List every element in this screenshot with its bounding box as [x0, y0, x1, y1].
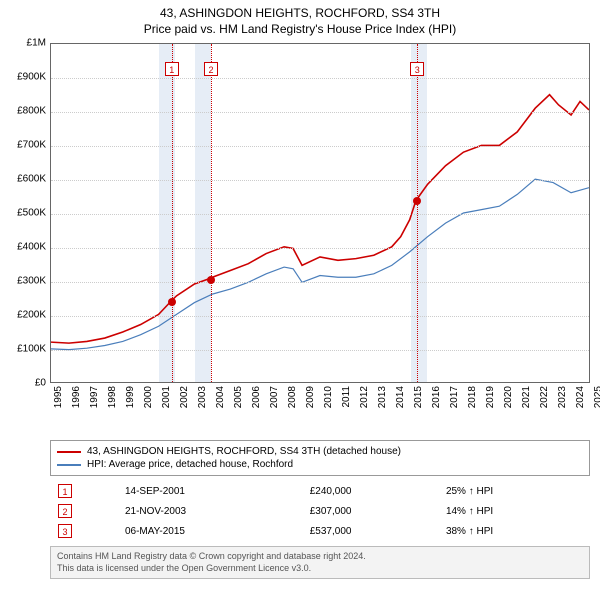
x-tick-label: 1995 [53, 386, 64, 408]
gridline [51, 78, 589, 79]
y-tick-label: £0 [2, 378, 46, 389]
x-tick-label: 2005 [233, 386, 244, 408]
x-tick-label: 2013 [377, 386, 388, 408]
y-tick-label: £600K [2, 174, 46, 185]
legend-item: 43, ASHINGDON HEIGHTS, ROCHFORD, SS4 3TH… [57, 445, 583, 458]
gridline [51, 146, 589, 147]
chart-title-block: 43, ASHINGDON HEIGHTS, ROCHFORD, SS4 3TH… [0, 0, 600, 38]
event-line [211, 44, 212, 382]
x-tick-label: 2018 [467, 386, 478, 408]
x-tick-label: 2011 [341, 386, 352, 408]
legend-label: 43, ASHINGDON HEIGHTS, ROCHFORD, SS4 3TH… [87, 446, 401, 457]
x-tick-label: 2021 [521, 386, 532, 408]
x-tick-label: 2006 [251, 386, 262, 408]
gridline [51, 316, 589, 317]
event-price: £240,000 [304, 482, 438, 500]
gridline [51, 248, 589, 249]
event-marker-icon: 2 [204, 62, 218, 76]
y-tick-label: £1M [2, 38, 46, 49]
event-marker-icon: 3 [58, 524, 72, 538]
y-tick-label: £100K [2, 344, 46, 355]
event-marker-icon: 1 [165, 62, 179, 76]
event-date: 14-SEP-2001 [119, 482, 302, 500]
gridline [51, 350, 589, 351]
x-tick-label: 2001 [161, 386, 172, 408]
y-tick-label: £700K [2, 140, 46, 151]
legend-swatch [57, 464, 81, 466]
event-marker-icon: 3 [410, 62, 424, 76]
legend-label: HPI: Average price, detached house, Roch… [87, 459, 293, 470]
x-tick-label: 2017 [449, 386, 460, 408]
series-line-property [51, 95, 589, 343]
gridline [51, 282, 589, 283]
legend-swatch [57, 451, 81, 453]
event-date: 06-MAY-2015 [119, 522, 302, 540]
event-line [172, 44, 173, 382]
chart-area: 1 2 3 £0 £100K £200K £300K £400K £500K £600K £700… [0, 38, 600, 438]
x-tick-label: 2004 [215, 386, 226, 408]
event-delta: 25% ↑ HPI [440, 482, 588, 500]
event-marker-icon: 1 [58, 484, 72, 498]
y-tick-label: £200K [2, 310, 46, 321]
gridline [51, 180, 589, 181]
x-tick-label: 2010 [323, 386, 334, 408]
event-line [417, 44, 418, 382]
x-tick-label: 2014 [395, 386, 406, 408]
x-tick-label: 2022 [539, 386, 550, 408]
x-tick-label: 2002 [179, 386, 190, 408]
event-row: 3 06-MAY-2015 £537,000 38% ↑ HPI [52, 522, 588, 540]
events-table: 1 14-SEP-2001 £240,000 25% ↑ HPI 2 21-NO… [50, 480, 590, 542]
x-tick-label: 2023 [557, 386, 568, 408]
y-tick-label: £900K [2, 72, 46, 83]
chart-subtitle: Price paid vs. HM Land Registry's House … [0, 22, 600, 36]
plot-area: 1 2 3 [50, 43, 590, 383]
chart-title: 43, ASHINGDON HEIGHTS, ROCHFORD, SS4 3TH [0, 6, 600, 20]
sale-point [168, 298, 176, 306]
x-tick-label: 2016 [431, 386, 442, 408]
event-row: 2 21-NOV-2003 £307,000 14% ↑ HPI [52, 502, 588, 520]
y-tick-label: £500K [2, 208, 46, 219]
x-tick-label: 2024 [575, 386, 586, 408]
x-tick-label: 1999 [125, 386, 136, 408]
x-tick-label: 1996 [71, 386, 82, 408]
x-tick-label: 2008 [287, 386, 298, 408]
x-tick-label: 2012 [359, 386, 370, 408]
y-tick-label: £300K [2, 276, 46, 287]
event-row: 1 14-SEP-2001 £240,000 25% ↑ HPI [52, 482, 588, 500]
x-tick-label: 2003 [197, 386, 208, 408]
x-tick-label: 2025 [593, 386, 600, 408]
legend: 43, ASHINGDON HEIGHTS, ROCHFORD, SS4 3TH… [50, 440, 590, 476]
series-line-hpi [51, 179, 589, 349]
x-tick-label: 2019 [485, 386, 496, 408]
legend-item: HPI: Average price, detached house, Roch… [57, 458, 583, 471]
x-tick-label: 2000 [143, 386, 154, 408]
event-delta: 38% ↑ HPI [440, 522, 588, 540]
x-tick-label: 2015 [413, 386, 424, 408]
event-price: £537,000 [304, 522, 438, 540]
x-tick-label: 1997 [89, 386, 100, 408]
gridline [51, 214, 589, 215]
line-layer [51, 44, 589, 382]
footer-attribution: Contains HM Land Registry data © Crown c… [50, 546, 590, 579]
x-tick-label: 1998 [107, 386, 118, 408]
event-date: 21-NOV-2003 [119, 502, 302, 520]
event-delta: 14% ↑ HPI [440, 502, 588, 520]
x-tick-label: 2007 [269, 386, 280, 408]
event-marker-icon: 2 [58, 504, 72, 518]
event-price: £307,000 [304, 502, 438, 520]
sale-point [413, 197, 421, 205]
gridline [51, 112, 589, 113]
x-tick-label: 2009 [305, 386, 316, 408]
y-tick-label: £800K [2, 106, 46, 117]
x-tick-label: 2020 [503, 386, 514, 408]
sale-point [207, 276, 215, 284]
y-tick-label: £400K [2, 242, 46, 253]
footer-line: This data is licensed under the Open Gov… [57, 563, 583, 575]
footer-line: Contains HM Land Registry data © Crown c… [57, 551, 583, 563]
